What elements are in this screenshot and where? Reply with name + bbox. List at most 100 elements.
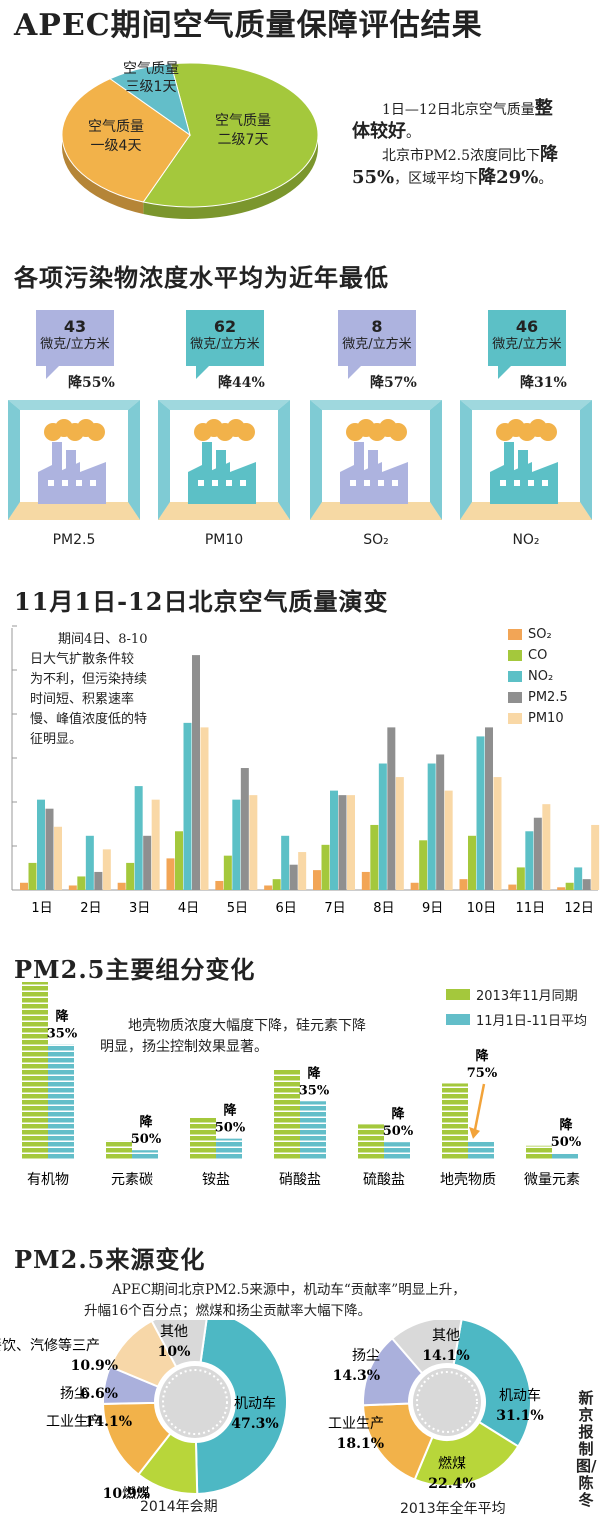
bar-PM10	[347, 795, 355, 890]
drop-label: 降	[475, 1048, 489, 1064]
legend-item: CO	[508, 648, 547, 663]
factory-window	[240, 480, 246, 486]
bar-PM2.5	[240, 768, 249, 890]
factory-box	[158, 400, 290, 520]
bar-PM10	[444, 790, 453, 890]
bar-PM10	[395, 777, 404, 890]
donut-value: 10.9%	[71, 1358, 118, 1374]
components-note: 地壳物质浓度大幅度下降，硅元素下降 明显，扬尘控制效果显著。	[100, 1016, 420, 1058]
donut-ring	[416, 1371, 478, 1433]
chimney	[66, 450, 76, 472]
pollutant-value: 8	[371, 317, 383, 336]
x-tick-label: 6日	[276, 901, 297, 916]
donut-value: 6.6%	[80, 1386, 118, 1402]
daily-bar-chart: 1日 2日 3日 4日 5日 6日 7日 8日 9日 10日 11日 12日	[11, 625, 600, 916]
bar-2014	[216, 1138, 242, 1160]
pollutant-bubble: 8 微克/立方米	[338, 310, 416, 366]
pollutant-name: NO₂	[512, 532, 540, 548]
bar-NO₂	[525, 831, 534, 890]
bar-SO₂	[117, 882, 126, 890]
bar-2014	[48, 1044, 74, 1160]
x-tick-label: 7日	[324, 901, 345, 916]
pollutant-unit: 微克/立方米	[492, 337, 562, 352]
summary-bold: 降29%	[478, 167, 539, 188]
factory-window	[514, 480, 520, 486]
pollutant-name: PM2.5	[52, 532, 96, 548]
bar-PM10	[493, 777, 502, 890]
x-tick-label: 2日	[80, 901, 101, 916]
box-side	[128, 400, 140, 520]
drop-pct: 50%	[551, 1135, 582, 1150]
bar-CO	[272, 879, 281, 890]
factory-window	[90, 480, 96, 486]
bar-NO₂	[574, 867, 583, 890]
legend-swatch	[446, 989, 470, 1000]
legend-item: NO₂	[508, 669, 553, 684]
chimney	[354, 442, 364, 472]
donut-value: 18.1%	[337, 1436, 384, 1452]
section-title-sources: PM2.5来源变化	[14, 1245, 206, 1274]
bar-NO₂	[378, 763, 387, 890]
drop-label: 降	[223, 1103, 237, 1119]
drop-pct: 75%	[467, 1066, 498, 1081]
summary-bold: 降	[540, 144, 559, 165]
bar-NO₂	[281, 835, 290, 890]
x-tick-label: 9日	[422, 901, 443, 916]
drop-label: 降	[307, 1065, 321, 1081]
note-line: 为不利，但污染持续	[30, 672, 148, 687]
bar-SO₂	[410, 882, 419, 890]
legend-swatch	[508, 713, 522, 724]
donut-label: 机动车	[234, 1395, 276, 1412]
legend-item: PM2.5	[508, 690, 568, 705]
bar-2013	[106, 1140, 132, 1160]
factory-window	[500, 480, 506, 486]
donut-value: 22.4%	[428, 1476, 475, 1492]
factory-building	[340, 462, 408, 504]
donut-hole	[413, 1368, 481, 1436]
legend-label: CO	[528, 648, 548, 663]
box-side	[158, 400, 170, 520]
page-title: APEC期间空气质量保障评估结果	[14, 8, 483, 43]
note-line: 征明显。	[30, 732, 83, 747]
factory-box	[310, 400, 442, 520]
donut-hole	[159, 1366, 231, 1438]
donut1-caption: 2014年会期	[140, 1499, 218, 1515]
bar-PM10	[200, 727, 209, 890]
bar-2014	[132, 1150, 158, 1160]
drop-pct: 50%	[215, 1121, 246, 1136]
factory-box	[8, 400, 140, 520]
bar-2014	[300, 1101, 326, 1160]
x-tick-label: 10日	[467, 901, 497, 916]
source-donuts: 机动车47.3%燃煤10.9%工业生产14.1%扬尘6.6%餐饮、汽修等三产10…	[0, 1320, 544, 1502]
x-tick-label: 3日	[129, 901, 150, 916]
bar-SO₂	[68, 885, 77, 890]
bar-PM2.5	[143, 835, 152, 890]
section-title-pollutants: 各项污染物浓度水平均为近年最低	[14, 263, 389, 292]
summary-note: 1日—12日北京空气质量整 体较好。 北京市PM2.5浓度同比下降 55%，区域…	[352, 98, 592, 190]
bar-PM10	[102, 849, 111, 890]
pollutant-bubble: 46 微克/立方米	[488, 310, 566, 366]
chimney	[504, 442, 514, 472]
bar-PM2.5	[387, 727, 396, 890]
bar-CO	[175, 831, 183, 890]
legend-label: SO₂	[528, 627, 552, 642]
category-label: 硫酸盐	[363, 1172, 405, 1188]
donut-label: 机动车	[499, 1387, 541, 1404]
category-label: 元素碳	[111, 1172, 153, 1188]
note-line: APEC期间北京PM2.5来源中，机动车“贡献率”明显上升，	[112, 1282, 466, 1298]
pie-label-line: 二级7天	[217, 132, 269, 148]
summary-text: ，区域平均下	[394, 171, 479, 187]
donut2-caption: 2013年全年平均	[400, 1501, 506, 1517]
pie-slice-side	[143, 135, 318, 220]
donut-slice	[194, 1320, 288, 1495]
bar-NO₂	[37, 799, 45, 890]
summary-text: 。	[538, 171, 553, 187]
bubble-tail	[46, 365, 60, 379]
donut-label: 餐饮、汽修等三产	[0, 1337, 100, 1354]
box-top	[310, 400, 442, 410]
note-line: 慢、峰值浓度低的特	[30, 712, 148, 727]
bar-2013	[190, 1117, 216, 1160]
summary-text: 1日—12日北京空气质量	[382, 102, 535, 118]
section-title-components: PM2.5主要组分变化	[14, 955, 256, 984]
donut-slice	[413, 1420, 520, 1487]
